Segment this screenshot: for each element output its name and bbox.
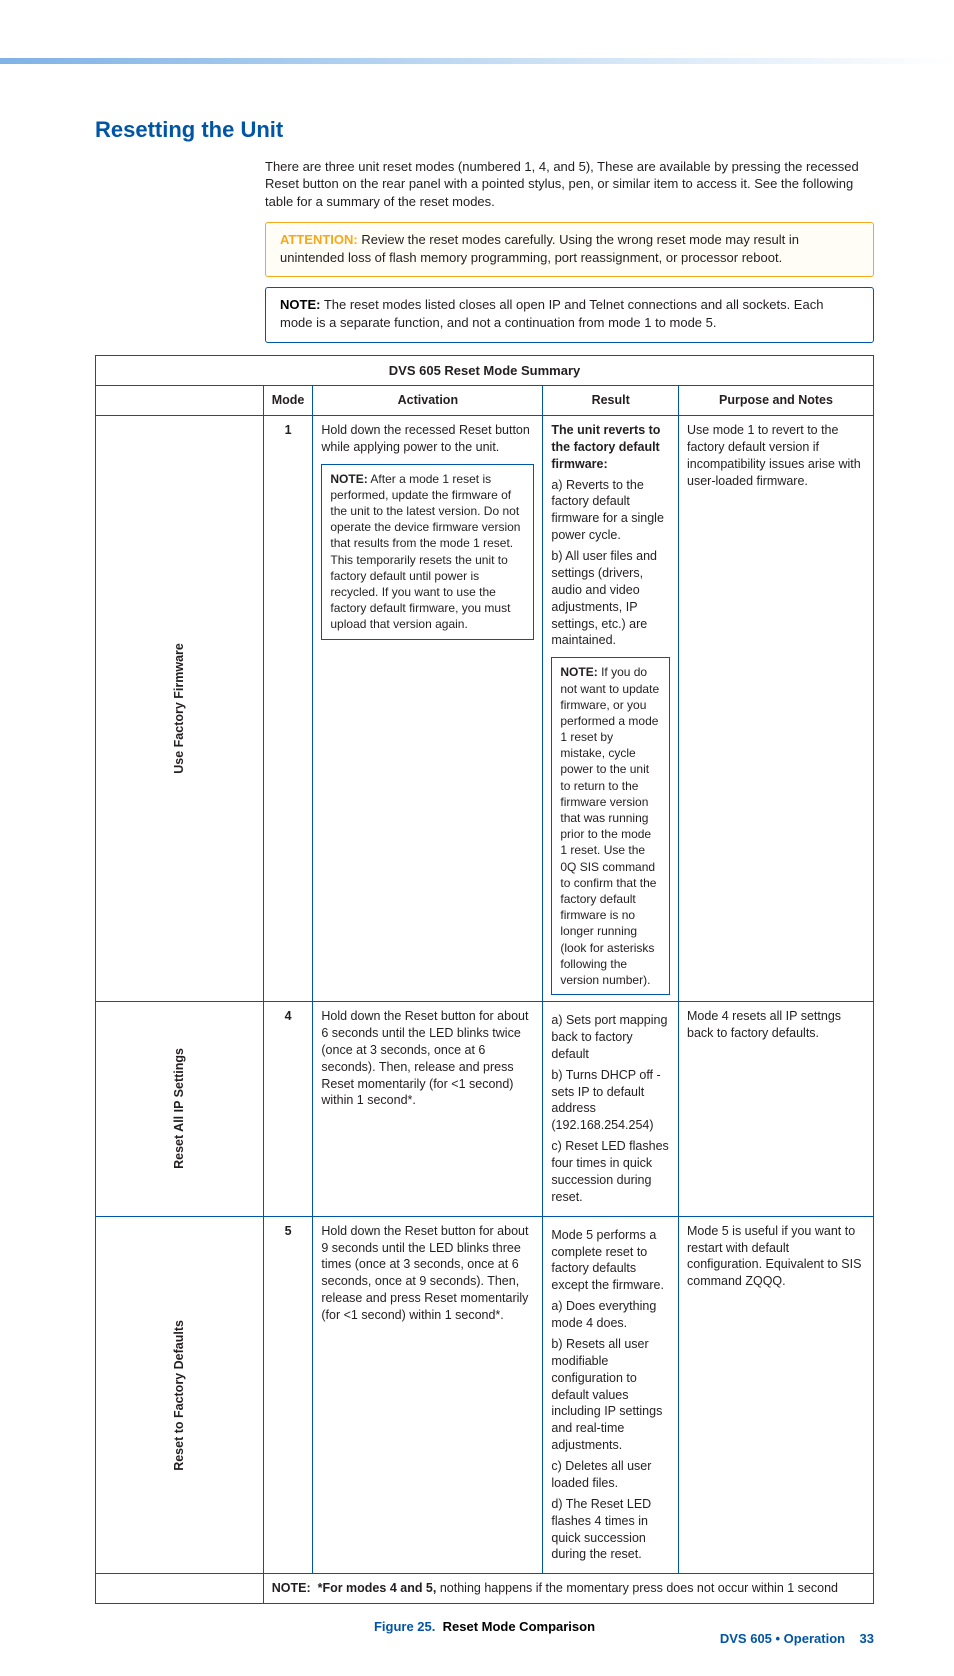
reset-mode-table: DVS 605 Reset Mode Summary Mode Activati…: [95, 355, 874, 1605]
result-inner-note: NOTE: If you do not want to update firmw…: [551, 657, 670, 995]
note-text: The reset modes listed closes all open I…: [280, 297, 823, 330]
table-row: Reset to Factory Defaults 5 Hold down th…: [96, 1216, 874, 1574]
row-vlabel: Reset to Factory Defaults: [96, 1216, 264, 1574]
col-activation: Activation: [313, 386, 543, 416]
table-footnote-row: NOTE: *For modes 4 and 5, nothing happen…: [96, 1574, 874, 1604]
cell-mode: 4: [263, 1002, 313, 1217]
cell-mode: 5: [263, 1216, 313, 1574]
intro-paragraph: There are three unit reset modes (number…: [265, 158, 874, 211]
table-header-row: Mode Activation Result Purpose and Notes: [96, 386, 874, 416]
attention-label: ATTENTION:: [280, 232, 358, 247]
cell-activation: Hold down the recessed Reset button whil…: [313, 415, 543, 1001]
col-purpose: Purpose and Notes: [679, 386, 874, 416]
cell-activation: Hold down the Reset button for about 6 s…: [313, 1002, 543, 1217]
activation-inner-note: NOTE: After a mode 1 reset is performed,…: [321, 464, 534, 640]
note-label: NOTE:: [280, 297, 320, 312]
cell-mode: 1: [263, 415, 313, 1001]
table-row: Reset All IP Settings 4 Hold down the Re…: [96, 1002, 874, 1217]
attention-callout: ATTENTION: Review the reset modes carefu…: [265, 222, 874, 277]
row-vlabel: Use Factory Firmware: [96, 415, 264, 1001]
page-top-bar: [0, 58, 954, 64]
note-callout: NOTE: The reset modes listed closes all …: [265, 287, 874, 342]
table-caption: DVS 605 Reset Mode Summary: [95, 355, 874, 386]
col-result: Result: [543, 386, 679, 416]
cell-result: The unit reverts to the factory default …: [543, 415, 679, 1001]
cell-purpose: Use mode 1 to revert to the factory defa…: [679, 415, 874, 1001]
section-heading: Resetting the Unit: [95, 115, 874, 145]
col-mode: Mode: [263, 386, 313, 416]
cell-result: Mode 5 performs a complete reset to fact…: [543, 1216, 679, 1574]
row-vlabel: Reset All IP Settings: [96, 1002, 264, 1217]
col-spacer: [96, 386, 264, 416]
table-row: Use Factory Firmware 1 Hold down the rec…: [96, 415, 874, 1001]
page-footer: DVS 605 • Operation 33: [720, 1630, 874, 1648]
table-footnote: NOTE: *For modes 4 and 5, nothing happen…: [263, 1574, 873, 1604]
cell-activation: Hold down the Reset button for about 9 s…: [313, 1216, 543, 1574]
cell-result: a) Sets port mapping back to factory def…: [543, 1002, 679, 1217]
cell-purpose: Mode 5 is useful if you want to restart …: [679, 1216, 874, 1574]
cell-purpose: Mode 4 resets all IP settngs back to fac…: [679, 1002, 874, 1217]
attention-text: Review the reset modes carefully. Using …: [280, 232, 799, 265]
